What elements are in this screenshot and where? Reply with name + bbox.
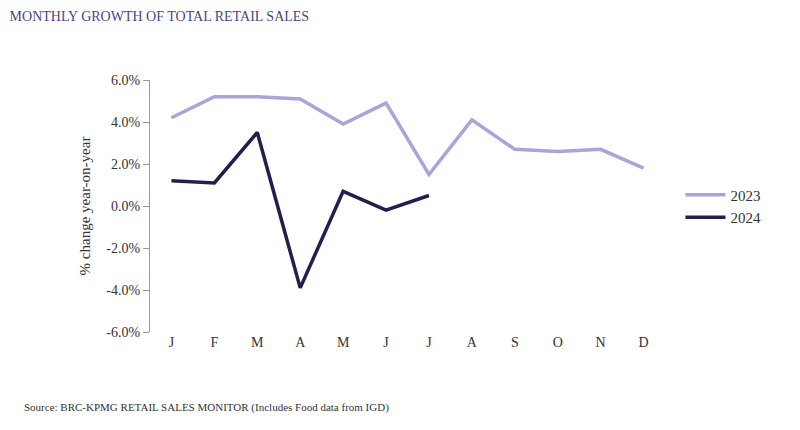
svg-text:-2.0%: -2.0% [106, 241, 140, 256]
svg-text:-6.0%: -6.0% [106, 325, 140, 340]
svg-text:MONTHLY GROWTH OF TOTAL RETAIL: MONTHLY GROWTH OF TOTAL RETAIL SALES [10, 9, 310, 24]
svg-text:4.0%: 4.0% [111, 115, 141, 130]
svg-text:Source: BRC-KPMG RETAIL SALES: Source: BRC-KPMG RETAIL SALES MONITOR (I… [24, 401, 389, 414]
svg-text:N: N [596, 335, 606, 350]
svg-text:M: M [337, 335, 350, 350]
svg-text:2023: 2023 [730, 188, 760, 204]
svg-text:J: J [426, 335, 432, 350]
svg-text:S: S [511, 335, 519, 350]
svg-text:2024: 2024 [730, 210, 761, 226]
svg-text:2.0%: 2.0% [111, 157, 141, 172]
svg-text:0.0%: 0.0% [111, 199, 141, 214]
svg-text:J: J [383, 335, 389, 350]
svg-text:A: A [295, 335, 306, 350]
svg-text:M: M [251, 335, 264, 350]
svg-text:O: O [553, 335, 563, 350]
svg-text:D: D [638, 335, 648, 350]
svg-text:F: F [210, 335, 218, 350]
svg-text:-4.0%: -4.0% [106, 283, 140, 298]
svg-text:% change year-on-year: % change year-on-year [77, 137, 93, 276]
svg-text:6.0%: 6.0% [111, 73, 141, 88]
svg-text:J: J [169, 335, 175, 350]
svg-text:A: A [467, 335, 478, 350]
